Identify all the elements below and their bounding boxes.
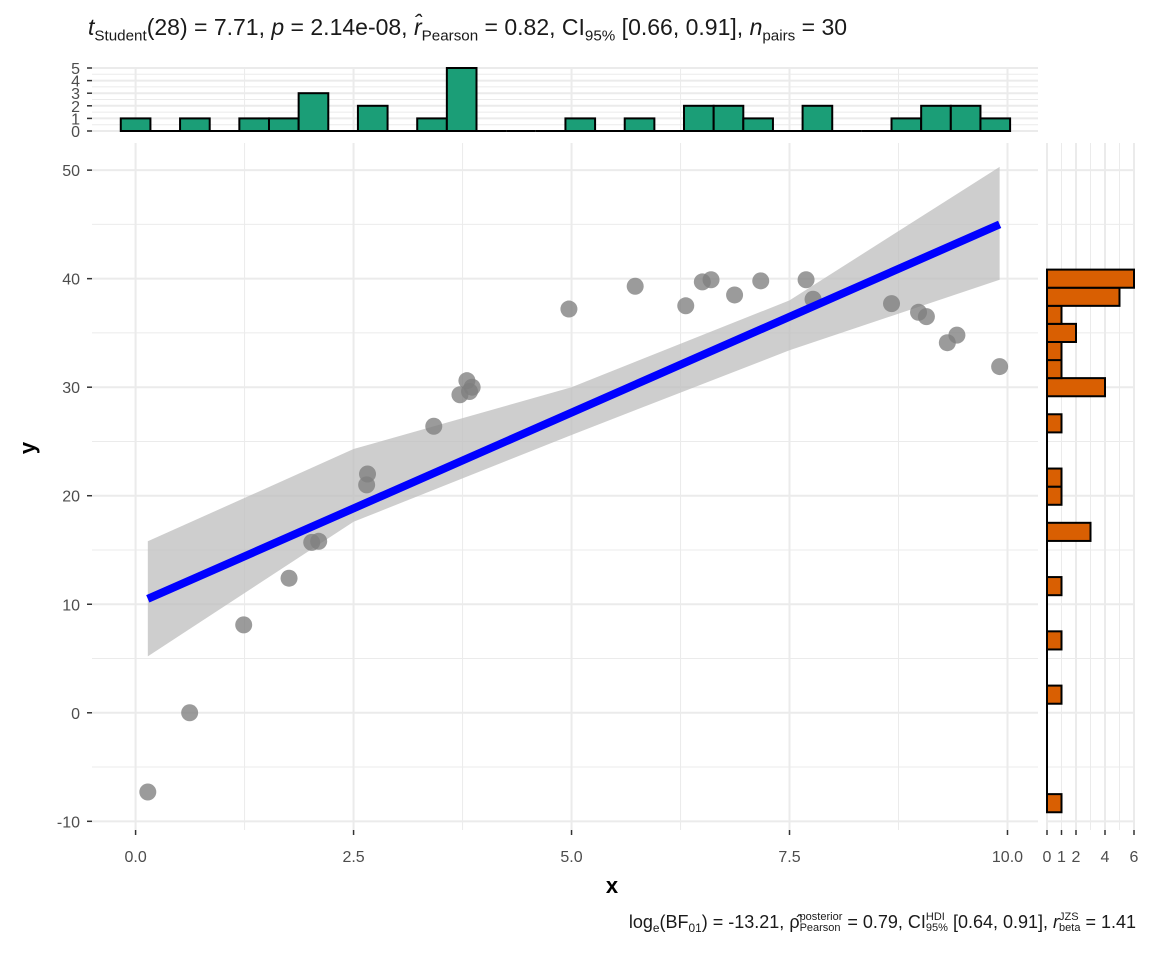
y-tick-label: 0	[71, 706, 80, 723]
right-hist-bar	[1046, 521, 1092, 542]
top-hist-bar	[949, 104, 982, 133]
y-tick-label: 30	[62, 380, 80, 397]
data-point	[280, 569, 298, 587]
right-hist-bar	[1046, 413, 1063, 434]
data-point	[139, 783, 157, 801]
fit-line-layer	[146, 220, 1002, 603]
y-tick-label: -10	[57, 814, 80, 831]
top-hist-bar	[564, 117, 597, 133]
right-hist-tick-label: 1	[1057, 849, 1066, 866]
top-hist-bar	[416, 117, 448, 133]
top-hist-tick-label: 4	[71, 74, 80, 91]
top-hist-bar	[742, 117, 774, 133]
right-hist-bar	[1046, 467, 1063, 488]
data-point	[677, 297, 695, 315]
right-hist-bar	[1046, 340, 1063, 362]
top-hist-bar	[979, 117, 1012, 133]
axis-layer: 0.0 2.5 5.0 7.5 10.0 -10 0 10 20 30 40 50	[57, 163, 1023, 866]
bayes-caption: loge(BF01) = -13.21, ρ̂ posterior Pearson …	[628, 911, 1136, 936]
data-point	[991, 358, 1009, 376]
top-hist-tick-label: 1	[71, 111, 80, 128]
right-hist-tick-label: 4	[1101, 849, 1110, 866]
top-hist-bar	[801, 104, 834, 133]
data-point	[948, 326, 966, 344]
top-hist-tick-label: 5	[71, 61, 80, 78]
right-hist-tick-label: 6	[1130, 849, 1139, 866]
top-hist-bar	[683, 104, 715, 133]
y-axis-title: y	[15, 441, 40, 454]
data-point	[702, 271, 720, 289]
x-tick-label: 2.5	[342, 849, 364, 866]
right-hist-bar	[1046, 304, 1063, 325]
data-point	[917, 308, 935, 326]
right-hist-bar	[1046, 359, 1063, 380]
data-point	[726, 286, 744, 304]
right-hist-bar	[1046, 576, 1063, 597]
right-hist-tick-label: 0	[1043, 849, 1052, 866]
data-point	[752, 272, 770, 290]
data-point	[310, 532, 328, 550]
right-hist-bar	[1046, 793, 1063, 814]
right-hist-bar	[1046, 286, 1121, 307]
stats-header: tStudent(28) = 7.71, p = 2.14e-08, r̂Pea…	[88, 14, 848, 45]
top-hist-bar	[890, 117, 923, 133]
top-hist-bar	[119, 117, 152, 133]
data-point	[235, 616, 253, 634]
x-tick-label: 0.0	[124, 849, 146, 866]
y-tick-label: 10	[62, 597, 80, 614]
right-hist-bar	[1046, 268, 1135, 289]
top-hist-tick-label: 3	[71, 86, 80, 103]
data-point	[626, 277, 644, 295]
right-hist-bar	[1046, 485, 1063, 506]
data-point	[181, 704, 199, 722]
top-hist-bar	[179, 117, 211, 133]
data-point	[359, 465, 377, 483]
top-hist-bar	[297, 92, 330, 132]
points-layer	[139, 271, 1009, 801]
right-hist-bar	[1046, 322, 1077, 343]
data-point	[425, 417, 443, 435]
right-hist-bar	[1046, 684, 1063, 705]
x-tick-label: 7.5	[778, 849, 800, 866]
x-tick-label: 10.0	[992, 849, 1023, 866]
y-tick-label: 20	[62, 489, 80, 506]
data-point	[463, 378, 481, 396]
x-tick-label: 5.0	[560, 849, 582, 866]
x-axis-title: x	[606, 873, 619, 898]
top-hist-bar	[238, 117, 270, 133]
top-hist-bar	[445, 67, 478, 132]
top-hist-bar	[920, 104, 952, 133]
top-hist-tick-label: 0	[71, 124, 80, 141]
regression-line	[146, 220, 1002, 603]
data-point	[883, 295, 901, 313]
top-hist-bar	[712, 104, 745, 133]
data-point	[560, 300, 578, 318]
top-hist-bar	[267, 117, 300, 133]
top-hist-bar	[623, 117, 656, 133]
y-tick-label: 40	[62, 272, 80, 289]
right-hist-bar	[1046, 630, 1063, 651]
top-hist-bar	[356, 104, 389, 133]
right-hist-tick-label: 2	[1072, 849, 1081, 866]
right-hist-bar	[1046, 377, 1106, 398]
top-hist-tick-label: 2	[71, 99, 80, 116]
data-point	[797, 271, 815, 289]
y-tick-label: 50	[62, 163, 80, 180]
